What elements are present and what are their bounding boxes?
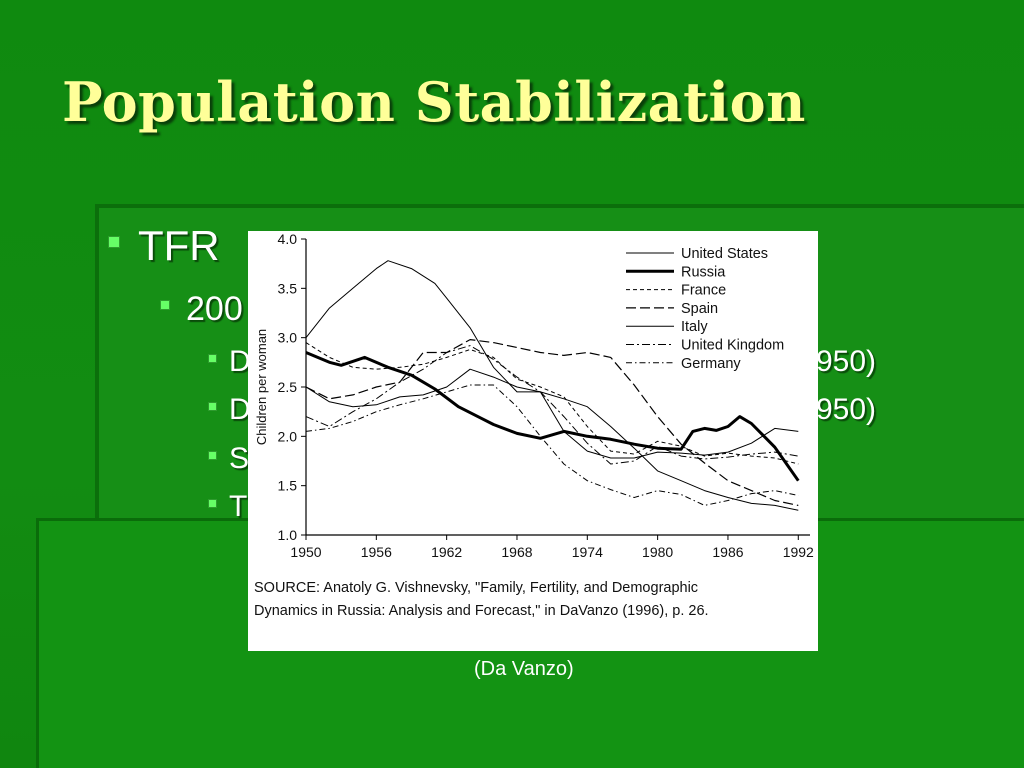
bullet-level1: TFR <box>108 222 220 270</box>
series-line-germany <box>305 384 799 506</box>
x-tick-label: 1956 <box>361 544 392 560</box>
y-axis-label: Children per woman <box>254 329 269 445</box>
series-line-italy <box>305 368 799 511</box>
x-tick-label: 1974 <box>572 544 603 560</box>
bullet-text: D <box>229 345 251 378</box>
x-tick-label: 1992 <box>783 544 814 560</box>
bullet-square-icon <box>160 300 170 310</box>
bullet-level2: 200 <box>160 290 243 329</box>
bullet-text: T <box>229 490 248 523</box>
x-tick-label: 1962 <box>431 544 462 560</box>
bullet-text: TFR <box>138 222 220 269</box>
bullet-text: D <box>229 393 251 426</box>
y-tick-label: 3.0 <box>278 330 298 346</box>
x-tick-label: 1950 <box>290 544 321 560</box>
chart-source-line: Dynamics in Russia: Analysis and Forecas… <box>254 603 709 619</box>
fertility-chart: 1.0 1.5 2.0 2.5 3.0 3.5 4.0 1950 1956 1962 1968 197… <box>254 231 814 560</box>
series-line-france <box>305 342 799 465</box>
bullet-text-fragment: 950) <box>816 393 877 426</box>
legend-label: United States <box>681 246 768 262</box>
bullet-text: S <box>229 442 250 475</box>
bullet-level3: D <box>208 345 251 379</box>
bullet-level3: S <box>208 442 249 476</box>
bullet-square-icon <box>208 499 217 508</box>
bullet-square-icon <box>208 402 217 411</box>
bullet-text-fragment: 950) <box>816 345 877 378</box>
x-tick-label: 1980 <box>642 544 673 560</box>
bullet-text: 200 <box>186 290 243 328</box>
y-tick-label: 3.5 <box>278 280 298 296</box>
bullet-square-icon <box>108 236 120 248</box>
x-tick-label: 1968 <box>501 544 532 560</box>
chart-figure: 1.0 1.5 2.0 2.5 3.0 3.5 4.0 1950 1956 1962 1968 197… <box>248 231 818 651</box>
chart-source-line: SOURCE: Anatoly G. Vishnevsky, "Family, … <box>254 580 699 596</box>
legend-label: Russia <box>681 264 726 280</box>
series-line-russia <box>305 351 800 482</box>
figure-caption: (Da Vanzo) <box>474 658 574 680</box>
y-tick-label: 1.5 <box>278 478 298 494</box>
y-tick-label: 2.0 <box>278 428 298 444</box>
series-line-united-kingdom <box>305 345 799 465</box>
y-tick-label: 1.0 <box>278 527 298 543</box>
bullet-square-icon <box>208 354 217 363</box>
y-tick-label: 4.0 <box>278 231 298 247</box>
bullet-level3: T <box>208 490 247 524</box>
bullet-level3: D <box>208 393 251 427</box>
y-tick-label: 2.5 <box>278 379 298 395</box>
series-line-spain <box>305 338 799 506</box>
legend-label: France <box>681 283 726 299</box>
legend-label: Italy <box>681 319 708 335</box>
slide-title: Population Stabilization <box>62 70 806 134</box>
x-tick-label: 1986 <box>712 544 743 560</box>
legend-label: Germany <box>681 356 741 372</box>
bullet-square-icon <box>208 451 217 460</box>
legend-label: United Kingdom <box>681 338 784 354</box>
legend-label: Spain <box>681 301 718 317</box>
